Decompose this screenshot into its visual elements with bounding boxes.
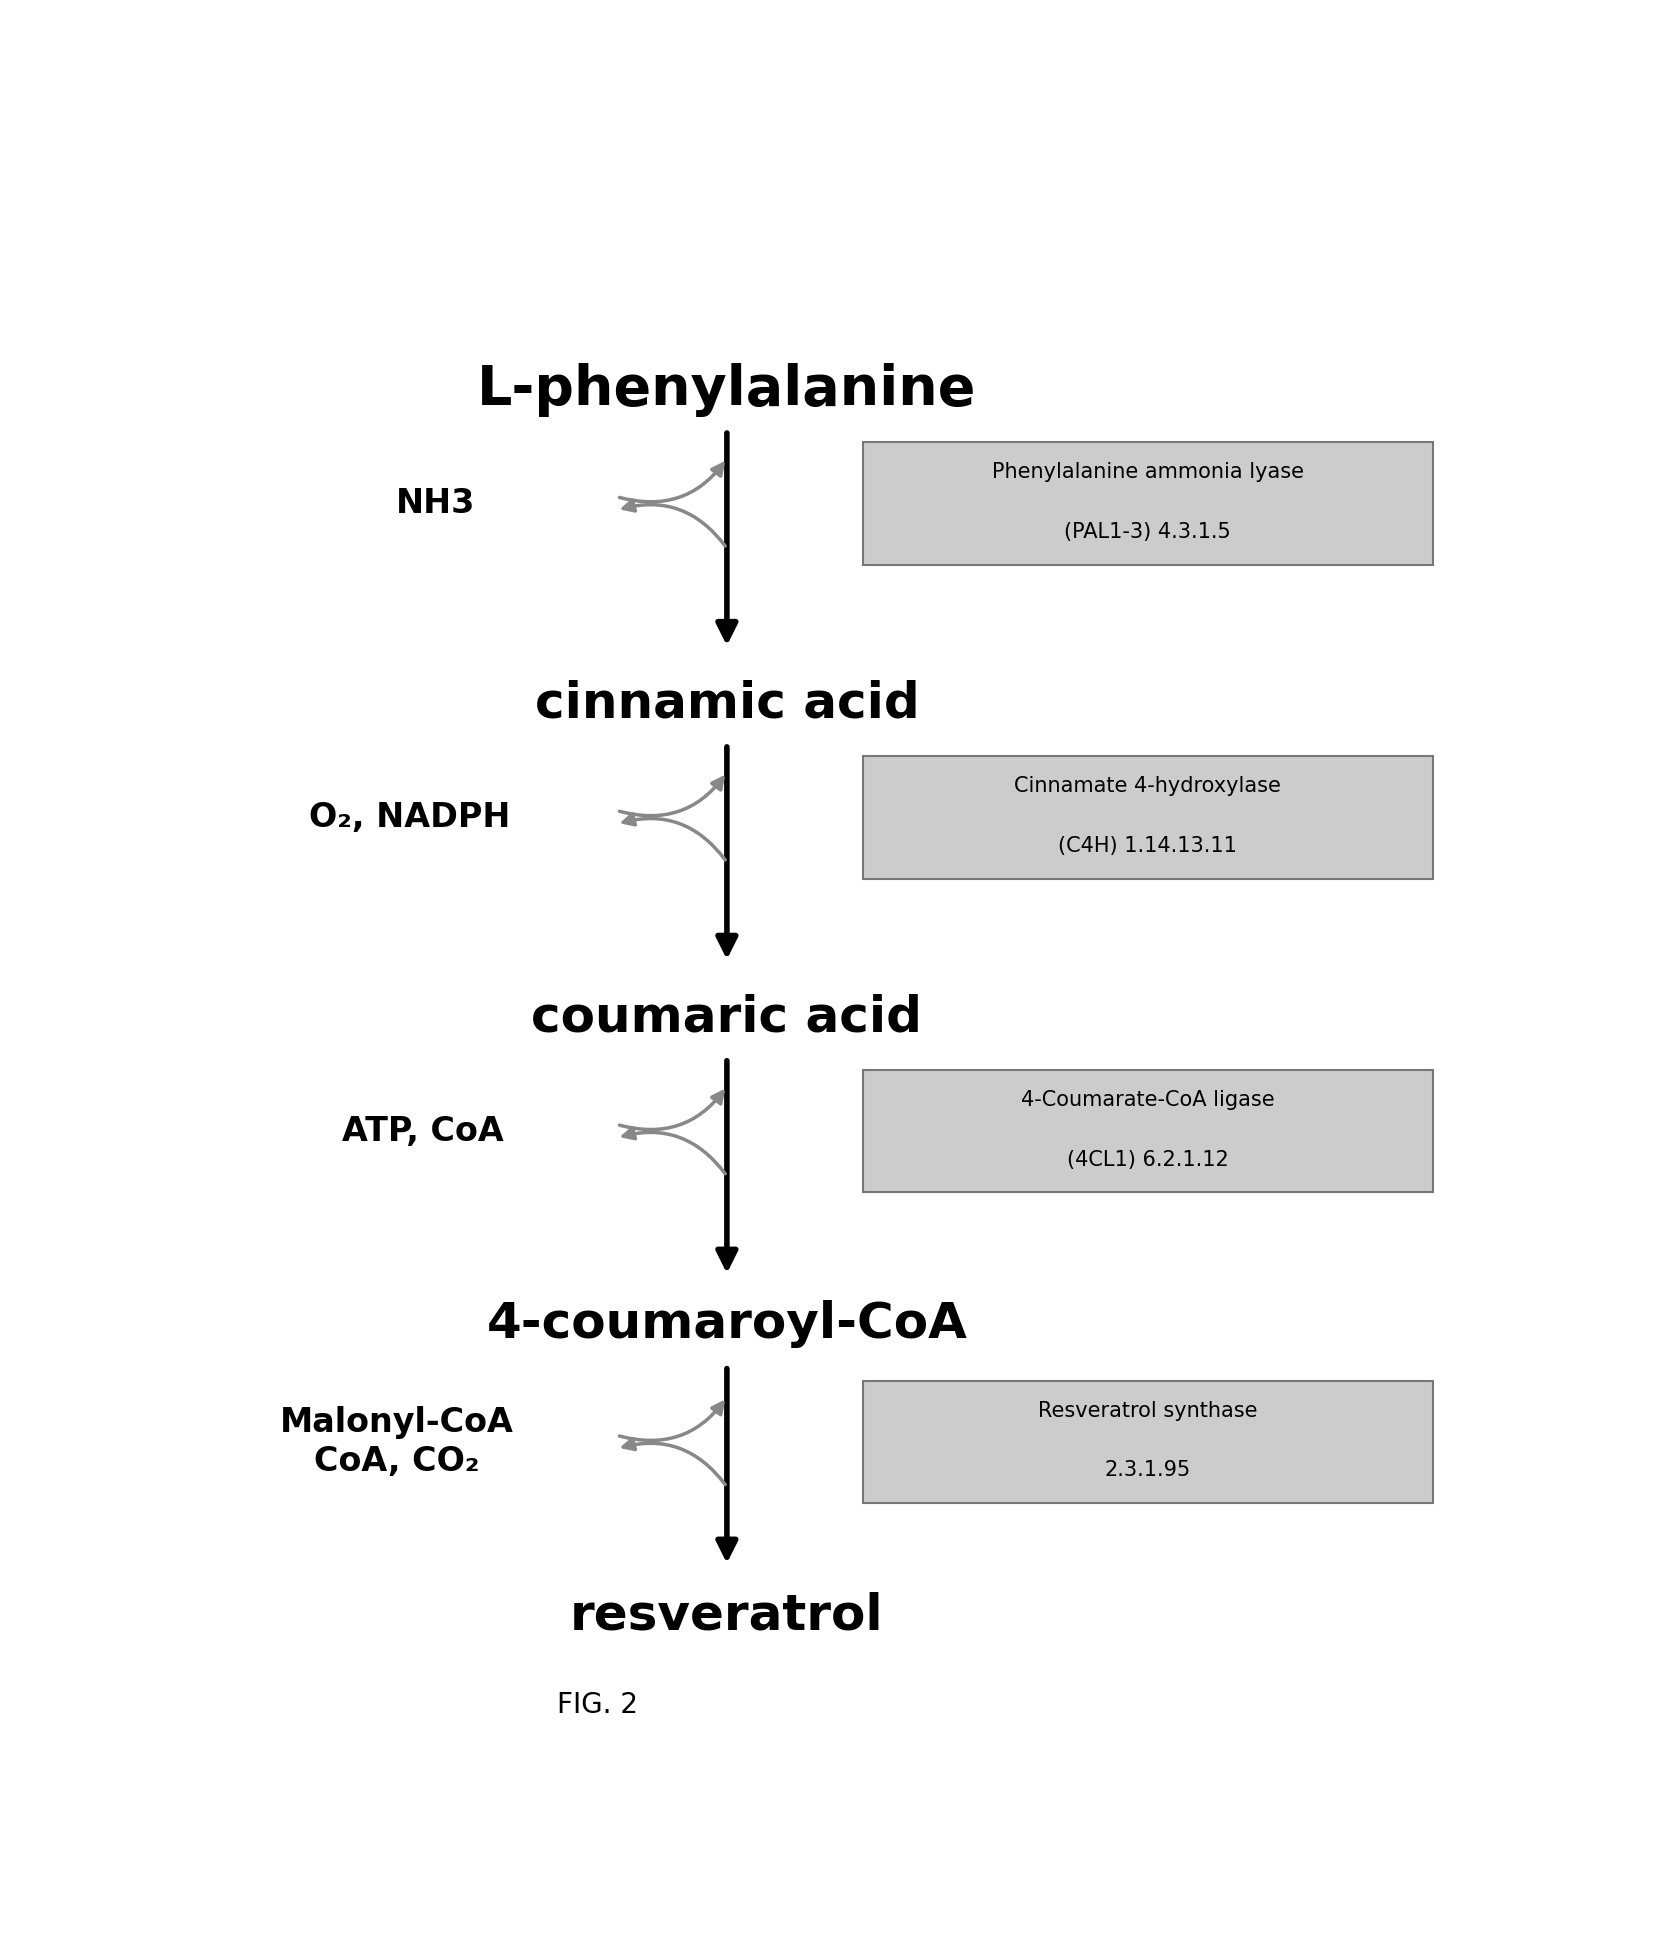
Text: (C4H) 1.14.13.11: (C4H) 1.14.13.11	[1058, 837, 1237, 856]
Text: Resveratrol synthase: Resveratrol synthase	[1038, 1401, 1258, 1421]
Text: resveratrol: resveratrol	[570, 1592, 884, 1640]
FancyBboxPatch shape	[862, 757, 1432, 879]
Text: (PAL1-3) 4.3.1.5: (PAL1-3) 4.3.1.5	[1064, 522, 1232, 542]
Text: coumaric acid: coumaric acid	[531, 994, 922, 1042]
FancyArrowPatch shape	[620, 1403, 724, 1440]
FancyArrowPatch shape	[623, 1438, 725, 1485]
Text: ATP, CoA: ATP, CoA	[341, 1114, 503, 1147]
FancyBboxPatch shape	[862, 1069, 1432, 1192]
Text: NH3: NH3	[396, 487, 475, 520]
Text: Phenylalanine ammonia lyase: Phenylalanine ammonia lyase	[993, 462, 1303, 481]
FancyArrowPatch shape	[620, 1091, 724, 1130]
Text: FIG. 2: FIG. 2	[556, 1691, 638, 1720]
Text: 4-coumaroyl-CoA: 4-coumaroyl-CoA	[486, 1300, 968, 1347]
Text: L-phenylalanine: L-phenylalanine	[478, 363, 976, 417]
Text: 4-Coumarate-CoA ligase: 4-Coumarate-CoA ligase	[1021, 1089, 1275, 1110]
FancyArrowPatch shape	[623, 813, 725, 860]
Text: Malonyl-CoA
CoA, CO₂: Malonyl-CoA CoA, CO₂	[279, 1407, 513, 1477]
FancyArrowPatch shape	[623, 1128, 725, 1174]
FancyArrowPatch shape	[620, 778, 724, 815]
FancyBboxPatch shape	[862, 1380, 1432, 1502]
Text: 2.3.1.95: 2.3.1.95	[1105, 1460, 1191, 1481]
Text: cinnamic acid: cinnamic acid	[535, 679, 919, 728]
Text: Cinnamate 4-hydroxylase: Cinnamate 4-hydroxylase	[1014, 776, 1282, 796]
Text: O₂, NADPH: O₂, NADPH	[309, 802, 510, 835]
FancyBboxPatch shape	[862, 443, 1432, 565]
Text: (4CL1) 6.2.1.12: (4CL1) 6.2.1.12	[1066, 1149, 1228, 1170]
FancyArrowPatch shape	[620, 464, 724, 503]
FancyArrowPatch shape	[623, 501, 725, 545]
